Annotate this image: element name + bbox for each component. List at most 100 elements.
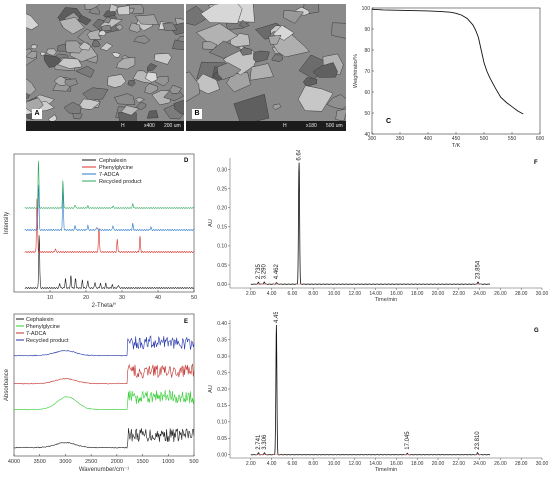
sem-flake	[172, 39, 184, 51]
sem-flake	[78, 41, 92, 51]
x-tick-label: 2000	[111, 459, 123, 465]
panel-label-f: F	[534, 160, 538, 166]
panel-label-c: C	[386, 118, 391, 125]
x-tick-label: 500	[480, 136, 489, 142]
peak-label: 17.045	[405, 431, 411, 450]
sem-flake	[202, 40, 218, 50]
x-tick-label: 20.00	[432, 461, 445, 467]
x-tick-label: 28.00	[515, 461, 528, 467]
peak-label: 6.640	[297, 150, 303, 161]
x-tick-label: 24.00	[473, 291, 486, 297]
x-tick-label: 22.00	[453, 461, 466, 467]
x-tick-label: 6.00	[288, 461, 298, 467]
hplc-chart-g: 0.00 0.05 0.10 0.15 0.20 0.25 0.30 0.35 0.40 2.00…	[208, 312, 548, 473]
legend-label: Recycled product	[99, 179, 142, 185]
plot-frame	[371, 7, 541, 135]
x-tick-label: 2500	[85, 459, 97, 465]
sem-flake	[75, 65, 95, 78]
legend-label: 7-ADCA	[99, 172, 120, 178]
peak-label: 23.810	[475, 431, 481, 450]
x-axis-label: Time/min	[375, 297, 397, 303]
sem-image-b: B H x180 500 um	[186, 4, 346, 131]
ftir-series-line	[13, 363, 195, 385]
sem-flake	[103, 16, 112, 24]
ftir-chart: 4000 3500 3000 2500 2000 1500 1000 500 Wavenumbe…	[4, 313, 199, 473]
y-axis-label: AU	[208, 219, 214, 227]
ftir-series-line	[13, 428, 195, 449]
sem-info-mode-a: H	[121, 123, 125, 129]
sem-info-bar-a: H x400 200 um	[26, 121, 184, 131]
peak-label: 2.735	[256, 263, 262, 279]
y-tick-label: 100	[362, 6, 371, 12]
x-tick-label: 40	[155, 295, 161, 301]
x-tick-label: 300	[368, 136, 377, 142]
x-tick-label: 500	[189, 459, 198, 465]
x-tick-label: 1500	[136, 459, 148, 465]
x-tick-label: 3000	[59, 459, 71, 465]
y-tick-label: 0.25	[217, 370, 227, 376]
x-tick-label: 20.00	[432, 291, 445, 297]
x-tick-label: 6.00	[288, 291, 298, 297]
panel-label-b: B	[192, 109, 202, 119]
y-tick-label: 0.30	[217, 167, 227, 173]
legend-label: 7-ADCA	[26, 331, 47, 337]
sem-flake	[335, 108, 346, 122]
sem-flake	[30, 44, 39, 50]
sem-flake	[169, 84, 182, 94]
peak-label: 4.462	[274, 263, 280, 279]
y-tick-label: 50	[364, 111, 370, 117]
sem-flake	[77, 98, 101, 110]
sem-flake	[111, 52, 121, 58]
ftir-series-line	[13, 335, 195, 357]
chromatogram-trace	[250, 162, 490, 285]
peak-label: 23.854	[476, 260, 482, 279]
y-tick-label: 0.25	[217, 186, 227, 192]
sem-flake	[331, 22, 346, 39]
panel-label-e: E	[184, 319, 188, 325]
sem-flake	[186, 71, 200, 102]
peak-label: 2.741	[256, 434, 262, 450]
y-tick-label: 90	[364, 27, 370, 33]
sem-flake	[135, 97, 146, 104]
x-tick-label: 12.00	[349, 291, 362, 297]
sem-flake	[129, 22, 141, 33]
sem-flake	[144, 71, 158, 83]
panel-label-a: A	[32, 109, 42, 119]
sem-flake	[87, 29, 102, 40]
sem-flake	[26, 92, 30, 99]
y-axis-label: Intensity	[4, 212, 10, 234]
x-tick-label: 26.00	[494, 291, 507, 297]
sem-flake	[127, 80, 136, 87]
sem-info-scale-a: 200 um	[164, 123, 181, 129]
x-tick-label: 4.00	[267, 461, 277, 467]
x-tick-label: 30.00	[536, 291, 548, 297]
sem-image-a: A H x400 200 um	[26, 4, 184, 131]
y-axis-label: Weightratio/%	[353, 54, 359, 88]
sem-flake	[107, 74, 127, 88]
x-tick-label: 50	[191, 295, 197, 301]
sem-flake	[46, 48, 57, 57]
y-tick-label: 80	[364, 48, 370, 54]
sem-flake	[77, 14, 92, 26]
x-tick-label: 28.00	[515, 291, 528, 297]
sem-flake	[108, 4, 119, 12]
sem-flake	[283, 9, 304, 24]
sem-flake	[233, 93, 270, 126]
sem-flake	[43, 54, 62, 68]
x-tick-label: 30	[119, 295, 125, 301]
sem-flake	[26, 13, 40, 30]
legend-label: Recycled product	[26, 338, 69, 344]
sem-flake	[133, 35, 151, 44]
legend-label: Phenylglycine	[99, 165, 133, 171]
sem-flake	[63, 101, 82, 114]
chromatogram-trace	[250, 324, 490, 456]
sem-flake	[298, 85, 334, 112]
y-tick-label: 0.15	[217, 225, 227, 231]
sem-flake	[59, 17, 85, 35]
y-tick-label: 0.30	[217, 354, 227, 360]
y-tick-label: 0.10	[217, 244, 227, 250]
y-axis-label: Absorbance	[4, 368, 10, 401]
xrd-series-line	[24, 198, 194, 254]
sem-flake	[47, 114, 58, 123]
ftir-series-line	[13, 389, 195, 411]
